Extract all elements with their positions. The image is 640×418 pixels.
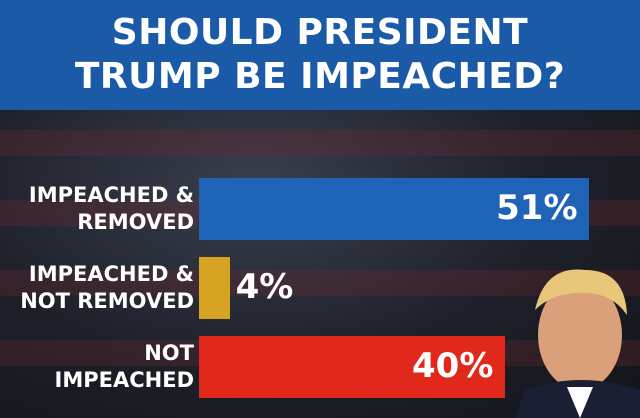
- chart-title: SHOULD PRESIDENT TRUMP BE IMPEACHED?: [74, 12, 566, 97]
- bar: [199, 178, 590, 240]
- flag-stripe: [0, 130, 640, 156]
- bar: [199, 257, 230, 319]
- value-label: 40%: [412, 346, 494, 386]
- value-label: 51%: [496, 188, 578, 228]
- flag-stripe: [0, 270, 640, 296]
- portrait: [515, 269, 640, 418]
- category-label: IMPEACHED & REMOVED: [28, 183, 194, 234]
- category-label: NOT IMPEACHED: [54, 341, 194, 392]
- title-banner: SHOULD PRESIDENT TRUMP BE IMPEACHED?: [0, 0, 640, 110]
- category-label: IMPEACHED & NOT REMOVED: [20, 262, 194, 313]
- value-label: 4%: [235, 267, 294, 307]
- bar: [199, 336, 505, 398]
